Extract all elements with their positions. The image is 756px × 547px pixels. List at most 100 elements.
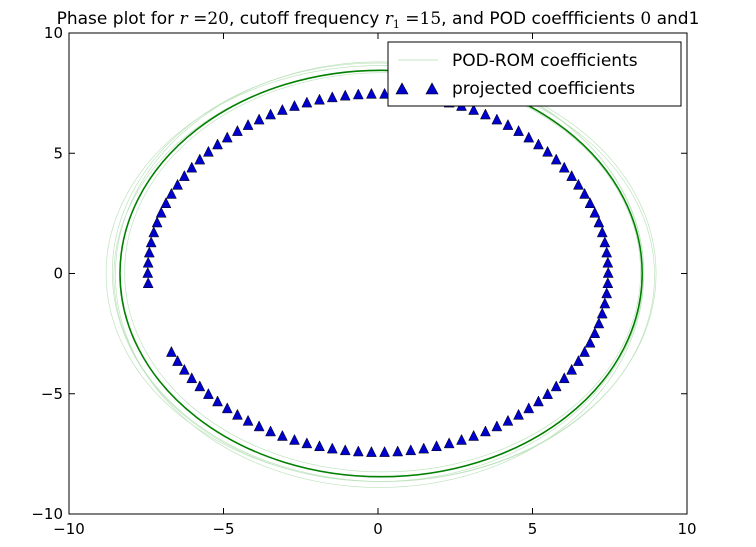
projected-coefficient-marker [480,425,491,437]
title-math-r1: r [385,9,394,29]
x-tick-label: −10 [53,520,85,538]
projected-coefficient-marker [456,433,467,445]
projected-coefficient-marker [289,433,300,445]
projected-coefficient-marker [533,395,544,407]
projected-coefficient-marker [143,246,155,258]
tick-layer: −10 −5 0 5 10 −10 −5 0 5 10 [31,24,696,538]
projected-coefficient-marker [405,444,417,456]
projected-coefficient-marker [443,437,455,449]
projected-coefficient-marker [418,442,430,454]
legend-marker-projected-2 [425,82,439,95]
y-tick-label: −5 [41,385,63,403]
y-tick-label: 10 [44,24,63,42]
projected-coefficient-marker [145,236,157,248]
x-tick-label: 0 [373,520,383,538]
projected-coefficient-marker [314,440,325,452]
legend-label-projected: projected coefficients [452,79,635,99]
projected-coefficient-marker [339,444,351,456]
legend-box [387,41,682,107]
projected-coefficient-marker [513,408,524,420]
legend-label-pod-rom: POD-ROM coefficients [452,51,638,71]
projected-coefficient-marker [142,256,154,268]
y-tick-label: −10 [31,505,63,523]
projected-coefficient-marker [194,380,206,392]
projected-coefficient-marker [142,266,154,278]
projected-coefficient-marker [602,277,614,288]
projected-coefficient-marker [502,119,514,130]
projected-coefficient-marker [326,91,338,103]
projected-coefficient-marker [212,395,223,407]
projected-coefficient-marker [431,440,442,452]
projected-coefficient-marker [589,327,601,338]
projected-coefficient-marker [178,363,190,375]
projected-coefficient-marker [289,99,300,111]
data-layer [105,61,657,488]
projected-coefficient-marker [232,125,243,136]
projected-coefficient-marker [513,125,524,136]
projected-coefficient-marker [352,88,364,100]
projected-coefficient-marker [142,277,154,288]
projected-coefficient-marker [584,336,596,348]
projected-coefficient-marker [379,87,390,99]
projected-coefficient-marker [491,113,503,125]
title-part-3: , cutoff frequency [229,9,385,29]
projected-coefficient-marker [242,119,254,130]
projected-coefficient-marker [172,355,183,366]
projected-coefficient-marker [221,402,233,414]
projected-coefficient-marker [160,197,172,209]
projected-coefficient-marker [584,197,596,209]
projected-coefficient-marker [558,372,570,384]
projected-coefficient-marker [601,246,613,258]
projected-coefficient-marker [502,414,514,426]
title-math-r: r [180,9,189,29]
projected-coefficient-marker [550,380,562,392]
projected-coefficient-marker [593,317,605,329]
projected-coefficient-marker [352,445,364,457]
projected-coefficient-marker [468,103,480,115]
projected-coefficient-marker [166,187,177,199]
projected-coefficient-marker [573,178,584,190]
projected-coefficient-marker [151,216,163,228]
projected-coefficient-marker [265,425,276,437]
title-part-6: and1 [651,9,699,29]
projected-coefficient-marker [523,402,535,414]
projected-coefficient-marker [155,206,167,218]
y-tick-label: 0 [53,265,63,283]
projected-coefficient-marker [242,414,254,426]
projected-coefficient-marker [542,145,554,157]
projected-coefficient-marker [202,145,214,157]
projected-coefficient-marker [186,372,198,384]
projected-coefficient-marker [542,388,554,399]
projected-coefficient-marker [593,216,605,228]
projected-coefficient-marker [599,297,611,309]
projected-coefficient-marker [276,103,288,115]
projected-coefficient-marker [533,138,544,150]
legend: POD-ROM coefficients projected coefficie… [387,41,682,107]
projected-coefficient-marker [202,388,214,399]
projected-coefficient-marker [566,363,578,375]
projected-coefficient-marker [573,355,584,366]
projected-coefficient-marker [253,420,265,432]
projected-coefficient-marker [596,226,608,238]
projected-coefficient-marker [468,429,480,441]
projected-coefficient-marker [491,420,503,432]
projected-coefficient-marker [232,408,243,420]
pod-rom-faint-ring [124,72,642,473]
title-part-4: =15 [400,9,441,29]
projected-coefficient-marker [579,187,590,199]
projected-coefficient-marker [212,138,223,150]
projected-coefficient-marker [178,170,190,181]
chart-title: Phase plot for r =20, cutoff frequency r… [57,9,700,31]
title-part-1: Phase plot for [57,9,180,29]
projected-coefficient-marker [148,226,160,238]
projected-coefficient-marker [326,442,338,454]
projected-coefficient-marker [366,87,377,99]
projected-coefficient-marker [550,153,562,165]
projected-coefficient-marker [379,446,390,457]
legend-marker-projected-1 [395,82,409,95]
projected-coefficient-marker [566,170,578,181]
projected-coefficient-marker [166,345,177,357]
x-tick-label: −5 [212,520,234,538]
projected-coefficient-marker [339,89,351,101]
